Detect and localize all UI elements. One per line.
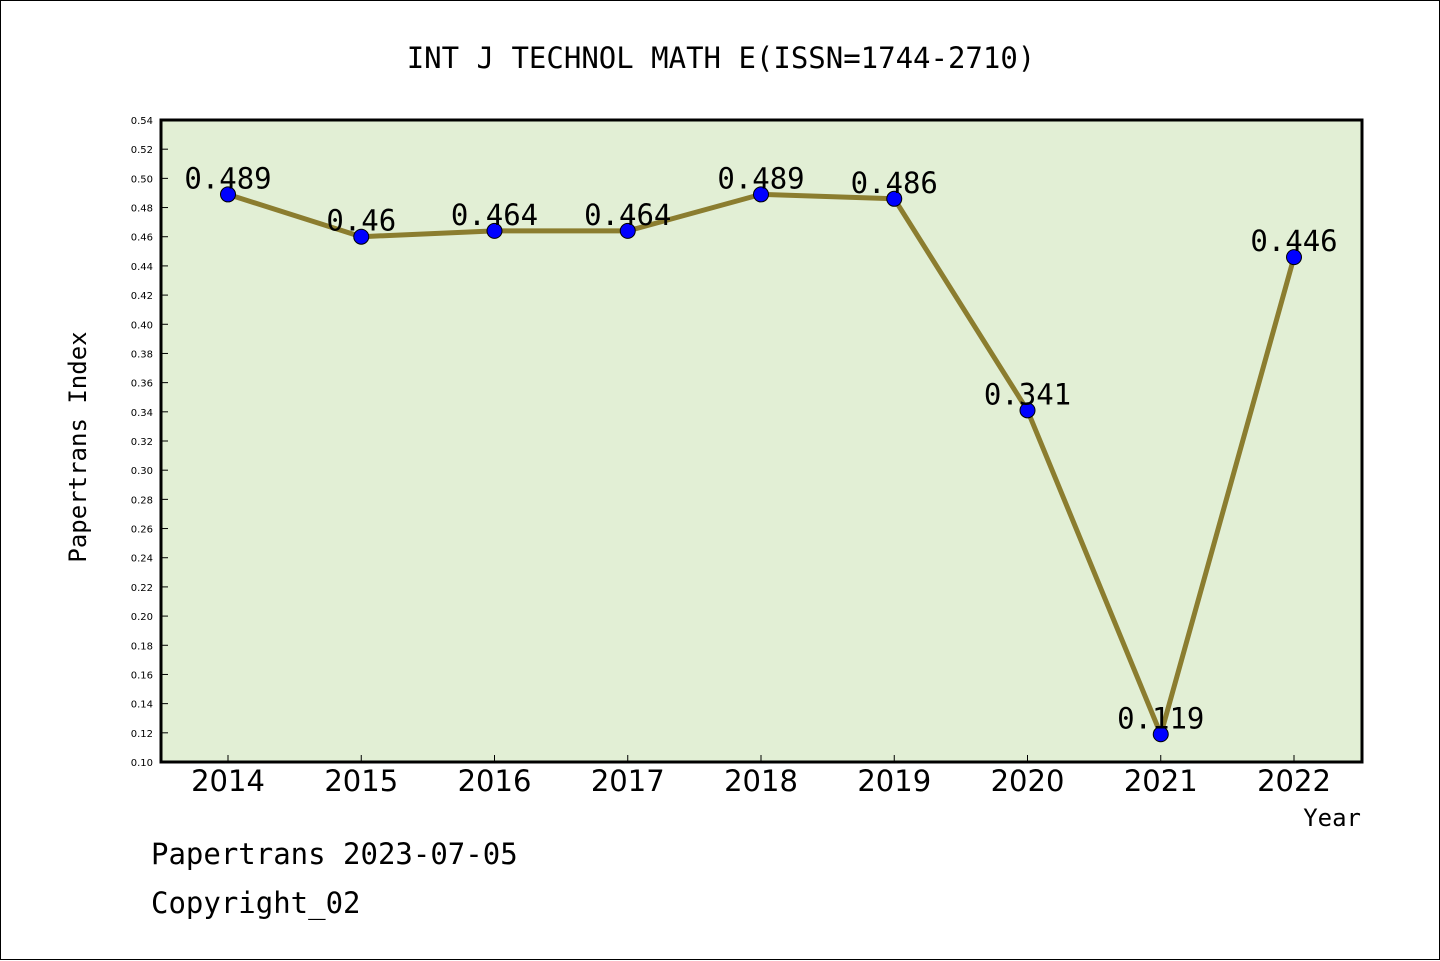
chart-title: INT J TECHNOL MATH E(ISSN=1744-2710) [407,41,1036,75]
series-layer: 0.489 0.46 0.464 0.464 0.489 0.486 0.341 0.119 0… [184,161,1338,743]
y-tick-label: 0.54 [131,116,153,127]
x-tick-label: 2019 [857,764,931,798]
x-tick-label: 2022 [1257,764,1331,798]
x-tick-label: 2018 [724,764,798,798]
data-label: 0.446 [1250,224,1337,258]
y-tick-label: 0.38 [131,349,153,360]
y-tick-label: 0.26 [131,525,153,536]
data-label: 0.119 [1117,701,1204,735]
y-axis-label: Papertrans Index [64,331,92,562]
y-tick-label: 0.24 [131,554,153,565]
y-tick-label: 0.46 [131,233,153,244]
y-tick-label: 0.40 [131,320,153,331]
y-tick-label: 0.14 [131,700,153,711]
data-label: 0.489 [184,161,271,195]
x-tick-label: 2016 [458,764,532,798]
y-tick-label: 0.52 [131,145,153,156]
y-tick-label: 0.18 [131,641,153,652]
y-tick-label: 0.34 [131,408,153,419]
y-tick-label: 0.44 [131,262,153,273]
data-label: 0.464 [584,198,671,232]
data-point [353,228,370,245]
data-point [1019,402,1036,419]
data-point [1286,249,1302,266]
data-label: 0.46 [326,204,396,238]
y-tick-label: 0.32 [131,437,153,448]
data-point [486,222,503,239]
y-tick-label: 0.42 [131,291,153,302]
y-tick-label: 0.22 [131,583,153,594]
y-tick-label: 0.30 [131,466,153,477]
y-tick-label: 0.12 [131,729,153,740]
plot-area [159,118,1364,764]
data-label: 0.464 [451,198,538,232]
y-tick-label: 0.20 [131,612,153,623]
data-point [1152,726,1169,743]
x-tick-label: 2015 [324,764,398,798]
data-label: 0.486 [851,166,938,200]
y-tick-label: 0.16 [131,670,153,681]
y-tick-label: 0.28 [131,495,153,506]
x-tick-label: 2014 [191,764,265,798]
y-tick-label: 0.36 [131,379,153,390]
data-point [619,222,636,239]
y-tick-label: 0.50 [131,174,153,185]
y-tick-label: 0.10 [131,758,153,769]
data-label: 0.489 [717,161,804,195]
x-tick-label: 2020 [991,764,1065,798]
x-axis-ticks: 2014 2015 2016 2017 2018 2019 2020 2021 2022 [191,755,1331,798]
y-tick-label: 0.48 [131,204,153,215]
y-axis-ticks: 0.10 0.12 0.14 0.16 0.18 0.20 0.22 0.24 0.26 0.28… [131,116,168,769]
data-point [886,190,903,207]
data-point [220,186,236,203]
x-tick-label: 2017 [591,764,665,798]
data-point [753,186,769,203]
x-axis-label: Year [1303,804,1361,832]
x-tick-label: 2021 [1124,764,1198,798]
footer-copyright: Copyright_02 [151,886,361,920]
footer-source: Papertrans 2023-07-05 [151,837,518,871]
data-label: 0.341 [984,377,1071,411]
